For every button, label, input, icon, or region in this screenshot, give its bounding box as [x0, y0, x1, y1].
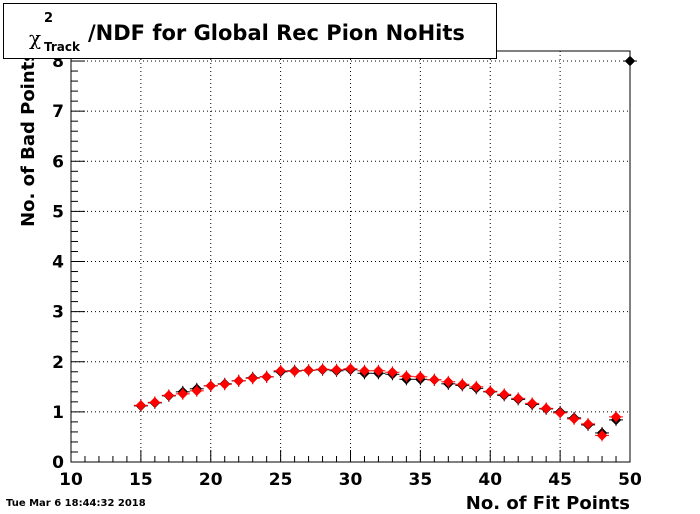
series-1-point	[470, 381, 482, 393]
title-superscript: 2	[44, 11, 54, 26]
series-1-point	[275, 365, 286, 377]
series-1-point	[317, 363, 328, 375]
y-axis-title: No. of Bad Points	[18, 51, 39, 227]
title-chi-symbol: χ	[29, 26, 42, 50]
y-tick-label: 0	[52, 453, 64, 473]
series-1-point	[303, 364, 314, 376]
series-1-point	[428, 374, 440, 386]
series-1-point	[415, 371, 426, 383]
series-1-point	[610, 411, 622, 423]
x-tick-label: 50	[618, 470, 642, 490]
chart-title: /NDF for Global Rec Pion NoHits	[88, 21, 465, 45]
x-tick-label: 35	[409, 470, 433, 490]
series-1-point	[582, 418, 594, 430]
x-tick-label: 45	[548, 470, 572, 490]
y-tick-label: 4	[52, 253, 64, 273]
series-1-point	[596, 430, 608, 441]
series-1-point	[484, 385, 496, 397]
y-tick-label: 2	[52, 353, 64, 373]
y-tick-label: 6	[52, 152, 64, 172]
series-1-point	[359, 365, 370, 377]
series-1-point	[177, 388, 189, 400]
series-0-point	[624, 55, 636, 67]
series-1-point	[219, 378, 231, 390]
series-1-point	[331, 364, 342, 376]
series-1-point	[526, 398, 538, 409]
series-1-point	[205, 380, 217, 392]
y-tick-label: 1	[52, 403, 64, 423]
chart-title-box: χ 2 Track /NDF for Global Rec Pion NoHit…	[3, 3, 497, 59]
series-1-point	[456, 378, 468, 390]
title-subscript: Track	[44, 40, 80, 54]
series-1-point	[540, 403, 552, 414]
series-1-point	[247, 372, 259, 384]
series-1-point	[135, 400, 147, 411]
series-1-point	[191, 385, 203, 397]
x-tick-label: 10	[59, 470, 83, 490]
series-1-point	[163, 389, 175, 401]
y-tick-label: 5	[52, 202, 64, 222]
x-tick-label: 15	[129, 470, 153, 490]
series-1-point	[498, 388, 510, 400]
x-tick-label: 40	[478, 470, 502, 490]
x-tick-label: 20	[199, 470, 223, 490]
series-1-point	[387, 366, 398, 378]
series-1-point	[512, 392, 524, 404]
series-1-point	[345, 363, 356, 375]
y-tick-label: 3	[52, 303, 64, 323]
series-1-point	[289, 365, 300, 377]
x-axis-title: No. of Fit Points	[466, 493, 630, 514]
x-tick-label: 25	[269, 470, 293, 490]
series-1-point	[233, 375, 245, 387]
x-tick-label: 30	[339, 470, 363, 490]
y-tick-label: 8	[52, 52, 64, 72]
timestamp: Tue Mar 6 18:44:32 2018	[6, 498, 146, 509]
series-1-point	[261, 371, 273, 383]
y-tick-label: 7	[52, 102, 64, 122]
series-1-point	[373, 365, 384, 377]
series-1-point	[568, 413, 580, 425]
series-1-point	[554, 407, 566, 419]
series-1-point	[442, 376, 454, 388]
series-1-point	[149, 397, 161, 408]
series-1-point	[401, 370, 412, 382]
